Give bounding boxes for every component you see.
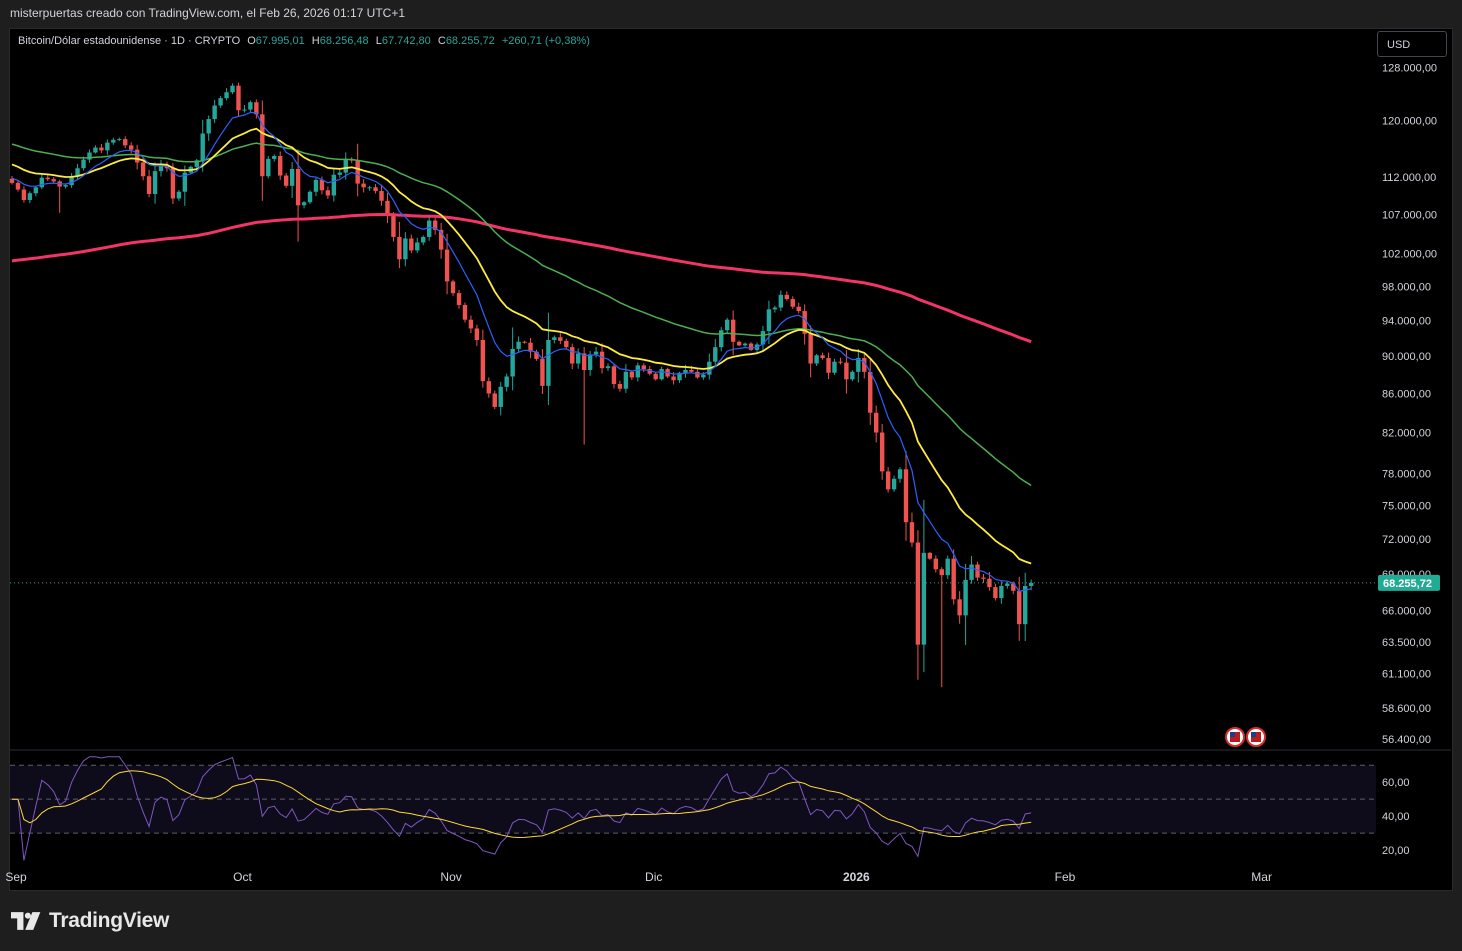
currency-button[interactable]: USD xyxy=(1377,31,1447,57)
chart-caption: misterpuertas creado con TradingView.com… xyxy=(10,6,405,20)
open-value: 67.995,01 xyxy=(255,35,305,47)
open-label: O xyxy=(247,35,256,47)
high-label: H xyxy=(311,35,320,47)
tradingview-logo-icon xyxy=(11,912,41,930)
tradingview-brand: TradingView xyxy=(49,909,170,932)
symbol-legend[interactable]: Bitcoin/Dólar estadounidense · 1D · CRYP… xyxy=(18,35,590,47)
tradingview-logo: TradingView xyxy=(11,907,169,935)
close-label: C xyxy=(437,35,446,47)
chart-frame[interactable] xyxy=(9,28,1453,891)
high-value: 68.256,48 xyxy=(319,35,369,47)
symbol-title: Bitcoin/Dólar estadounidense · 1D · CRYP… xyxy=(18,35,241,47)
change-value: +260,71 (+0,38%) xyxy=(501,35,590,47)
close-value: 68.255,72 xyxy=(445,35,495,47)
low-label: L xyxy=(375,35,382,47)
low-value: 67.742,80 xyxy=(381,35,431,47)
